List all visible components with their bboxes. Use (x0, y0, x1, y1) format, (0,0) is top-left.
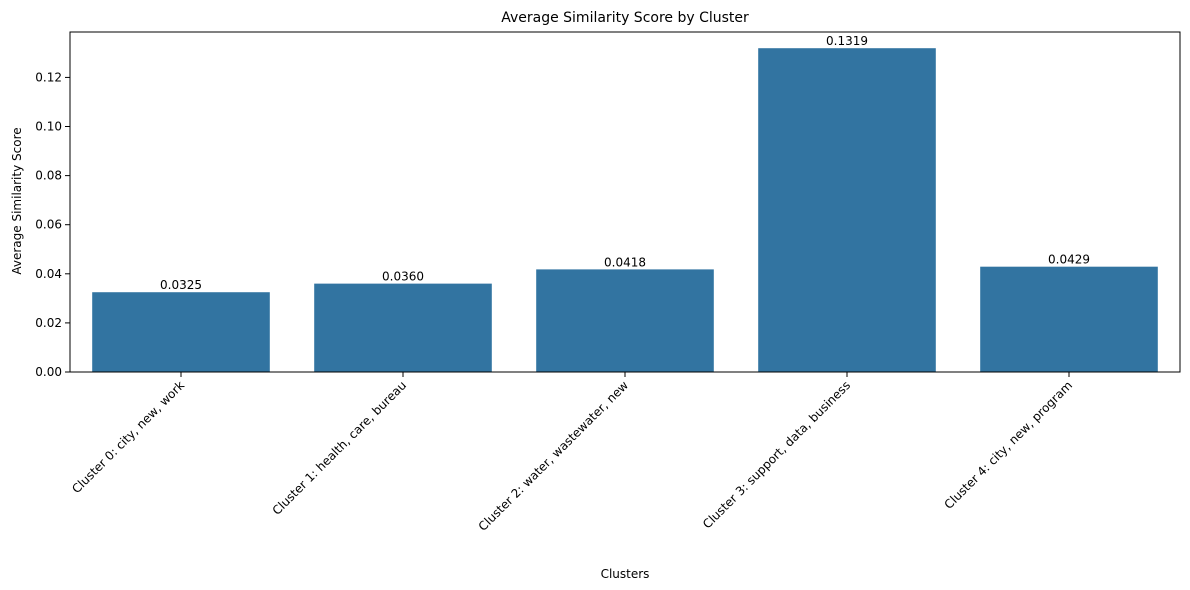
y-tick-label-4: 0.08 (35, 169, 62, 183)
bar-labels-group: 0.0325 0.0360 0.0418 0.1319 0.0429 (160, 34, 1090, 292)
x-tick-label-3: Cluster 3: support, data, business (700, 378, 853, 531)
plot-frame (69, 31, 1181, 373)
bar-value-label-1: 0.0360 (382, 270, 424, 284)
y-tick-label-2: 0.04 (35, 267, 62, 281)
bars-group (92, 48, 1158, 372)
y-axis-label: Average Similarity Score (10, 127, 24, 274)
bar-value-label-3: 0.1319 (826, 34, 868, 48)
x-tick-label-1: Cluster 1: health, care, bureau (270, 378, 410, 518)
y-tick-label-6: 0.12 (35, 70, 62, 84)
chart-title: Average Similarity Score by Cluster (501, 10, 749, 26)
x-ticks-group: Cluster 0: city, new, work Cluster 1: hea… (69, 372, 1075, 534)
bar-0 (92, 292, 270, 372)
bar-value-label-0: 0.0325 (160, 278, 202, 292)
x-axis-label: Clusters (601, 567, 650, 581)
x-tick-label-2: Cluster 2: water, wastewater, new (476, 378, 632, 534)
bar-value-label-4: 0.0429 (1048, 253, 1090, 267)
bar-4 (980, 266, 1158, 372)
y-tick-label-5: 0.10 (35, 120, 62, 134)
bar-2 (536, 269, 714, 372)
x-tick-label-0: Cluster 0: city, new, work (69, 378, 187, 496)
y-ticks-group: 0.00 0.02 0.04 0.06 0.08 0.10 0.12 (35, 70, 70, 379)
y-tick-label-3: 0.06 (35, 218, 62, 232)
bar-value-label-2: 0.0418 (604, 255, 646, 269)
y-tick-label-1: 0.02 (35, 316, 62, 330)
x-tick-label-4: Cluster 4: city, new, program (942, 378, 1076, 512)
bar-1 (314, 283, 492, 372)
bar-3 (758, 48, 936, 372)
y-tick-label-0: 0.00 (35, 365, 62, 379)
